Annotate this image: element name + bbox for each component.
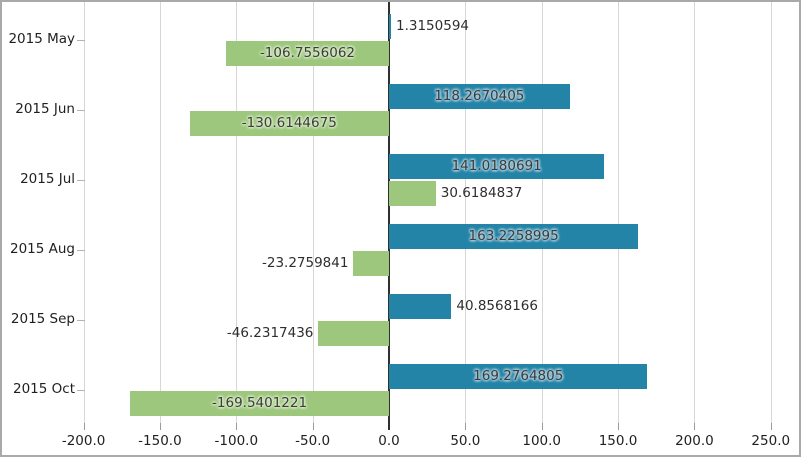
x-axis-tick-label: 0.0 <box>378 433 400 449</box>
x-axis-tick-label: -200.0 <box>61 433 106 449</box>
x-gridline <box>770 2 772 423</box>
value-label: -23.2759841 <box>261 255 349 271</box>
bar-series-1-blue <box>389 364 648 389</box>
y-axis-tick <box>77 40 85 41</box>
x-gridline <box>618 2 620 423</box>
x-axis-tick-label: 250.0 <box>751 433 791 449</box>
value-label: 1.3150594 <box>396 18 470 34</box>
bar-series-1-blue <box>389 84 570 109</box>
x-axis-tick <box>159 423 161 430</box>
x-axis-tick <box>618 423 620 430</box>
y-axis-category-label: 2015 Jul <box>20 171 75 187</box>
bar-series-2-green <box>389 181 436 206</box>
bar-series-2-green <box>189 111 389 136</box>
x-gridline <box>83 2 85 423</box>
value-label: 163.2258995 <box>468 228 559 244</box>
x-axis-tick-label: 50.0 <box>450 433 481 449</box>
y-axis-tick <box>77 390 85 391</box>
x-axis-tick <box>465 423 467 430</box>
x-axis-tick <box>236 423 238 430</box>
x-axis-tick-label: 200.0 <box>675 433 714 449</box>
value-label: 118.2670405 <box>434 88 525 104</box>
y-axis-category-label: 2015 Aug <box>9 241 75 257</box>
value-label: 40.8568166 <box>456 298 538 314</box>
bar-series-2-green <box>353 251 389 276</box>
x-axis-tick <box>541 423 543 430</box>
x-gridline <box>541 2 543 423</box>
bar-series-1-blue <box>389 154 605 179</box>
bar-series-1-blue <box>389 294 452 319</box>
x-axis-tick-label: -100.0 <box>214 433 259 449</box>
y-axis-tick <box>77 250 85 251</box>
x-gridline <box>312 2 314 423</box>
y-axis-category-label: 2015 Oct <box>13 381 75 397</box>
bar-series-2-green <box>225 41 389 66</box>
value-label: -169.5401221 <box>212 395 308 411</box>
value-label: 169.2764805 <box>473 368 564 384</box>
y-axis-tick <box>77 320 85 321</box>
x-axis-tick-label: 150.0 <box>598 433 638 449</box>
y-axis-tick <box>77 180 85 181</box>
value-label: -130.6144675 <box>241 115 337 131</box>
y-axis-category-label: 2015 Jun <box>15 101 75 117</box>
x-gridline <box>465 2 467 423</box>
value-label: 30.6184837 <box>440 185 523 201</box>
value-label: 141.0180691 <box>451 158 542 174</box>
x-axis-tick-label: 100.0 <box>522 433 562 449</box>
x-gridline <box>694 2 696 423</box>
bar-series-1-blue <box>389 14 391 39</box>
value-label: -106.7556062 <box>259 45 355 61</box>
value-label: -46.2317436 <box>226 325 314 341</box>
x-axis-tick-label: -150.0 <box>138 433 182 449</box>
y-axis-category-label: 2015 Sep <box>10 311 75 327</box>
x-gridline <box>236 2 238 423</box>
bar-series-2-green <box>318 321 389 346</box>
x-axis-tick <box>694 423 696 430</box>
bar-series-2-green <box>130 391 389 416</box>
x-axis-tick <box>83 423 85 430</box>
x-axis-tick <box>312 423 314 430</box>
y-axis-category-label: 2015 May <box>8 31 75 47</box>
x-axis-tick-label: -50.0 <box>295 433 331 449</box>
x-gridline <box>159 2 161 423</box>
bar-series-1-blue <box>389 224 639 249</box>
x-axis-tick <box>770 423 772 430</box>
zero-axis-line <box>388 2 390 430</box>
y-axis-tick <box>77 110 85 111</box>
